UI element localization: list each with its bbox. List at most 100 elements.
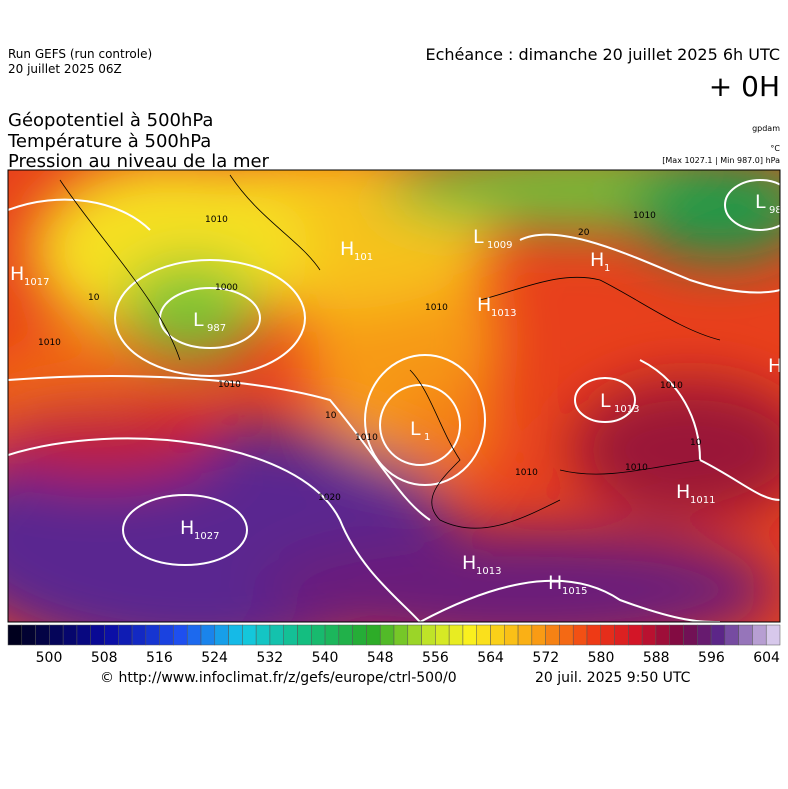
center-letter: H bbox=[590, 249, 604, 271]
colorbar-swatch bbox=[255, 624, 271, 646]
center-value: 1009 bbox=[487, 240, 512, 251]
colorbar-swatch bbox=[379, 624, 395, 646]
source-url: © http://www.infoclimat.fr/z/gefs/europe… bbox=[100, 670, 457, 686]
isobar-label: 1010 bbox=[633, 211, 656, 221]
center-letter: L bbox=[193, 309, 204, 331]
colorbar-swatch bbox=[490, 624, 505, 646]
colorbar-swatch bbox=[559, 624, 574, 646]
center-value: 1013 bbox=[614, 404, 639, 415]
center-value: 1017 bbox=[24, 277, 49, 288]
colorbar-label: 580 bbox=[588, 650, 615, 666]
center-letter: H bbox=[548, 572, 562, 594]
center-value: 987 bbox=[207, 323, 226, 334]
center-value: 1011 bbox=[690, 495, 715, 506]
center-letter: H bbox=[462, 552, 476, 574]
colorbar-swatch bbox=[448, 624, 464, 646]
field: Pression au niveau de la mer bbox=[8, 151, 270, 172]
colorbar-swatch bbox=[35, 624, 50, 646]
colorbar-swatch bbox=[338, 624, 353, 646]
center-value: 1 bbox=[604, 263, 610, 274]
colorbar-swatch bbox=[614, 624, 629, 646]
isobar-label: 1010 bbox=[38, 338, 61, 348]
isobar-label: 1020 bbox=[318, 493, 341, 503]
center-letter: H bbox=[676, 481, 690, 503]
unit: gpdam bbox=[752, 124, 780, 133]
isotherm-label: 20 bbox=[578, 228, 590, 238]
center-value: 98 bbox=[769, 205, 782, 216]
isobar-label: 1010 bbox=[218, 380, 241, 390]
center-value: 1 bbox=[424, 432, 430, 443]
colorbar-swatch bbox=[435, 624, 450, 646]
isobar-label: 1010 bbox=[660, 381, 683, 391]
colorbar-label: 508 bbox=[91, 650, 118, 666]
colorbar-swatch bbox=[710, 624, 726, 646]
colorbar-swatch bbox=[228, 624, 243, 646]
colorbar-swatch bbox=[545, 624, 560, 646]
colorbar-swatch bbox=[200, 624, 216, 646]
run-date: 20 juillet 2025 06Z bbox=[8, 62, 122, 76]
isotherm-label: 10 bbox=[325, 411, 337, 421]
offset: + 0H bbox=[709, 70, 780, 103]
colorbar-swatch bbox=[145, 624, 160, 646]
colorbar-swatch bbox=[628, 624, 643, 646]
colorbar-swatch bbox=[697, 624, 712, 646]
colorbar-swatch bbox=[669, 624, 684, 646]
colorbar-swatch bbox=[311, 624, 326, 646]
colorbar-swatch bbox=[572, 624, 588, 646]
colorbar-label: 564 bbox=[477, 650, 504, 666]
colorbar-label: 548 bbox=[367, 650, 394, 666]
colorbar-swatch bbox=[517, 624, 533, 646]
center-value: 1013 bbox=[476, 566, 501, 577]
colorbar-swatch bbox=[104, 624, 119, 646]
colorbar-swatch bbox=[297, 624, 312, 646]
isobar-label: 1000 bbox=[215, 283, 238, 293]
colorbar-swatch bbox=[324, 624, 340, 646]
colorbar-swatch bbox=[269, 624, 284, 646]
isobar-label: 1010 bbox=[425, 303, 448, 313]
colorbar-swatch bbox=[504, 624, 519, 646]
colorbar-label: 540 bbox=[312, 650, 339, 666]
center-letter: H bbox=[180, 517, 194, 539]
map-frame bbox=[7, 169, 781, 623]
isobar-label: 1010 bbox=[515, 468, 538, 478]
colorbar-swatch bbox=[407, 624, 422, 646]
center-letter: H bbox=[10, 263, 24, 285]
colorbar-label: 516 bbox=[146, 650, 173, 666]
colorbar-swatch bbox=[476, 624, 491, 646]
center-letter: L bbox=[410, 418, 421, 440]
isotherm-label: 10 bbox=[88, 293, 100, 303]
colorbar-label: 572 bbox=[532, 650, 559, 666]
colorbar-swatch bbox=[214, 624, 229, 646]
colorbar-swatch bbox=[655, 624, 670, 646]
colorbar-swatch bbox=[131, 624, 147, 646]
field: Géopotentiel à 500hPa bbox=[8, 110, 213, 131]
center-value: 1015 bbox=[562, 586, 587, 597]
generated: 20 juil. 2025 9:50 UTC bbox=[535, 670, 691, 686]
colorbar-swatch bbox=[118, 624, 133, 646]
colorbar-swatch bbox=[62, 624, 78, 646]
center-letter: L bbox=[755, 191, 766, 213]
colorbar-swatch bbox=[752, 624, 767, 646]
center-letter: H bbox=[340, 238, 354, 260]
colorbar-label: 604 bbox=[753, 650, 780, 666]
colorbar-swatch bbox=[173, 624, 188, 646]
run: Run GEFS (run controle) bbox=[8, 47, 152, 61]
colorbar-swatch bbox=[600, 624, 615, 646]
colorbar-swatch bbox=[159, 624, 174, 646]
colorbar-swatch bbox=[683, 624, 698, 646]
colorbar-swatch bbox=[49, 624, 64, 646]
colorbar-swatch bbox=[641, 624, 657, 646]
echeance: Echéance : dimanche 20 juillet 2025 6h U… bbox=[425, 45, 780, 64]
colorbar-swatch bbox=[186, 624, 202, 646]
colorbar-swatch bbox=[242, 624, 257, 646]
colorbar-label: 524 bbox=[201, 650, 228, 666]
colorbar-swatch bbox=[352, 624, 367, 646]
colorbar-swatch bbox=[7, 624, 23, 646]
center-letter: H bbox=[477, 294, 491, 316]
center-value: 101 bbox=[354, 252, 373, 263]
colorbar-swatch bbox=[76, 624, 91, 646]
colorbar-swatch bbox=[765, 624, 781, 646]
colorbar-swatch bbox=[21, 624, 36, 646]
colorbar-label: 588 bbox=[643, 650, 670, 666]
